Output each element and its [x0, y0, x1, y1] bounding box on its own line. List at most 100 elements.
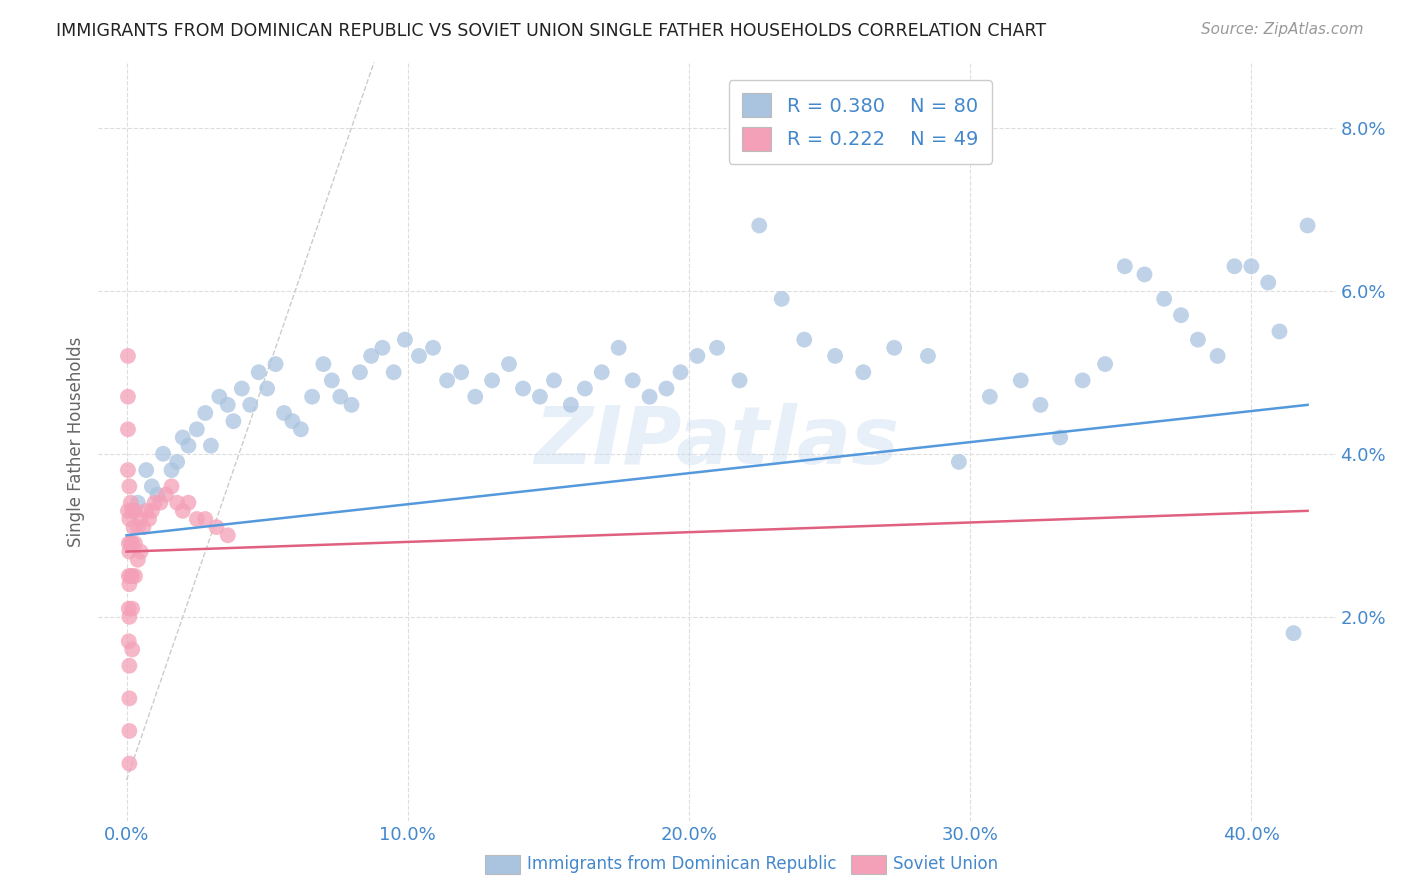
Point [607, 341, 630, 355]
Point [132, 520, 155, 534]
Point [155, 487, 177, 501]
Point [340, 398, 363, 412]
Text: Immigrants from Dominican Republic: Immigrants from Dominican Republic [527, 855, 837, 873]
Point [127, 496, 149, 510]
Point [748, 219, 770, 233]
Point [120, 536, 142, 550]
Point [118, 512, 141, 526]
Point [349, 365, 371, 379]
Text: ZIPatlas: ZIPatlas [534, 402, 900, 481]
Point [621, 373, 644, 387]
Point [166, 455, 188, 469]
Point [231, 382, 253, 396]
Point [1010, 373, 1032, 387]
Point [1094, 357, 1116, 371]
Point [149, 496, 172, 510]
Point [638, 390, 661, 404]
Point [793, 333, 815, 347]
Point [256, 382, 278, 396]
Point [138, 512, 160, 526]
Point [118, 691, 141, 706]
Point [706, 341, 728, 355]
Point [450, 365, 472, 379]
Point [1240, 259, 1263, 273]
Point [118, 610, 141, 624]
Text: IMMIGRANTS FROM DOMINICAN REPUBLIC VS SOVIET UNION SINGLE FATHER HOUSEHOLDS CORR: IMMIGRANTS FROM DOMINICAN REPUBLIC VS SO… [56, 22, 1046, 40]
Point [222, 414, 245, 428]
Point [141, 504, 163, 518]
Point [917, 349, 939, 363]
Point [160, 479, 183, 493]
Point [1268, 325, 1291, 339]
Point [146, 487, 169, 501]
Point [422, 341, 444, 355]
Point [371, 341, 394, 355]
Point [118, 634, 141, 648]
Point [118, 536, 141, 550]
Point [121, 569, 143, 583]
Point [120, 569, 142, 583]
Point [205, 520, 228, 534]
Point [118, 601, 141, 615]
Point [1114, 259, 1136, 273]
Point [543, 373, 565, 387]
Point [273, 406, 295, 420]
Point [669, 365, 692, 379]
Point [129, 544, 152, 558]
Point [1223, 259, 1246, 273]
Point [1206, 349, 1229, 363]
Point [122, 520, 145, 534]
Point [1133, 268, 1156, 282]
Point [118, 756, 141, 771]
Text: Source: ZipAtlas.com: Source: ZipAtlas.com [1201, 22, 1364, 37]
Point [329, 390, 352, 404]
Point [124, 569, 146, 583]
Point [1187, 333, 1209, 347]
Point [117, 390, 139, 404]
Point [117, 349, 139, 363]
Point [118, 723, 141, 738]
Point [127, 520, 149, 534]
Point [883, 341, 905, 355]
Point [118, 479, 141, 493]
Point [124, 504, 146, 518]
Point [118, 544, 141, 558]
Point [824, 349, 846, 363]
Point [1153, 292, 1175, 306]
Point [1049, 430, 1071, 444]
Point [166, 496, 188, 510]
Point [121, 504, 143, 518]
Point [135, 504, 157, 518]
Point [436, 373, 458, 387]
Point [200, 439, 222, 453]
Point [121, 536, 143, 550]
Point [301, 390, 323, 404]
Point [728, 373, 751, 387]
Point [118, 569, 141, 583]
Point [118, 577, 141, 591]
Point [217, 398, 239, 412]
Point [464, 390, 486, 404]
Point [312, 357, 335, 371]
Point [186, 422, 208, 436]
Point [143, 496, 166, 510]
Point [529, 390, 551, 404]
Point [141, 479, 163, 493]
Point [194, 406, 217, 420]
Point [129, 512, 152, 526]
Point [217, 528, 239, 542]
Point [118, 658, 141, 673]
Point [177, 439, 200, 453]
Point [117, 463, 139, 477]
Text: Soviet Union: Soviet Union [893, 855, 998, 873]
Point [498, 357, 520, 371]
Point [512, 382, 534, 396]
Point [852, 365, 875, 379]
Y-axis label: Single Father Households: Single Father Households [67, 336, 86, 547]
Point [1282, 626, 1305, 640]
Point [186, 512, 208, 526]
Point [1071, 373, 1094, 387]
Point [172, 504, 194, 518]
Point [1257, 276, 1279, 290]
Point [321, 373, 343, 387]
